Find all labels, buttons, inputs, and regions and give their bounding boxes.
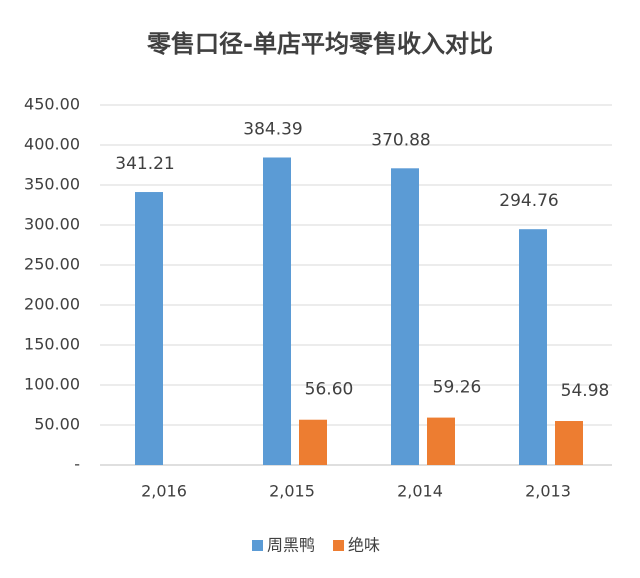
y-tick-label: 200.00 bbox=[24, 295, 80, 314]
y-tick-label: 400.00 bbox=[24, 135, 80, 154]
bar bbox=[299, 419, 327, 465]
legend-label: 周黑鸭 bbox=[267, 536, 315, 555]
y-tick-label: - bbox=[74, 455, 80, 474]
y-tick-label: 250.00 bbox=[24, 255, 80, 274]
bar bbox=[263, 157, 291, 465]
y-tick-label: 100.00 bbox=[24, 375, 80, 394]
x-tick-label: 2,013 bbox=[525, 482, 571, 501]
y-tick-label: 450.00 bbox=[24, 95, 80, 114]
legend-swatch bbox=[252, 540, 263, 551]
value-label: 384.39 bbox=[243, 119, 302, 139]
y-tick-label: 50.00 bbox=[34, 415, 80, 434]
bar bbox=[519, 229, 547, 465]
value-label: 54.98 bbox=[561, 381, 610, 401]
x-tick-label: 2,014 bbox=[397, 482, 443, 501]
legend-swatch bbox=[333, 540, 345, 551]
value-label: 341.21 bbox=[115, 154, 174, 174]
bar bbox=[391, 168, 419, 465]
y-tick-label: 150.00 bbox=[24, 335, 80, 354]
y-tick-label: 350.00 bbox=[24, 175, 80, 194]
value-label: 294.76 bbox=[499, 191, 558, 211]
legend-label: 绝味 bbox=[348, 536, 380, 555]
y-tick-label: 300.00 bbox=[24, 215, 80, 234]
bar bbox=[427, 417, 455, 465]
bar bbox=[135, 192, 163, 466]
x-tick-label: 2,016 bbox=[141, 482, 187, 501]
value-label: 59.26 bbox=[433, 378, 482, 398]
x-tick-label: 2,015 bbox=[269, 482, 315, 501]
value-label: 56.60 bbox=[305, 380, 354, 400]
value-label: 370.88 bbox=[371, 130, 430, 150]
chart-title: 零售口径-单店平均零售收入对比 bbox=[146, 30, 493, 58]
bar bbox=[555, 421, 583, 465]
